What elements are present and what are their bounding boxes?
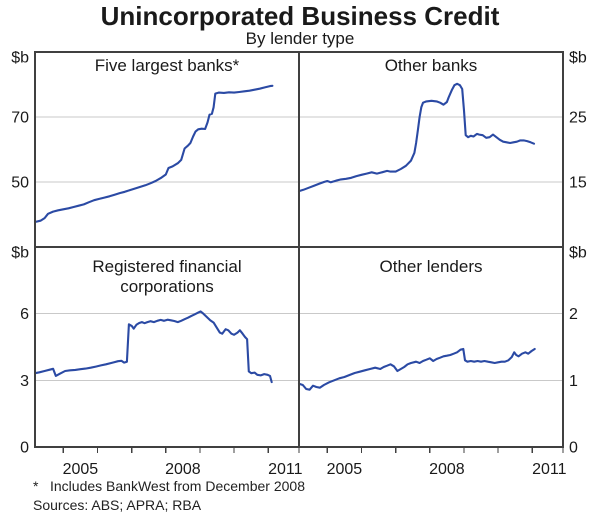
registered-financial-corporations-year-label-2008: 2008 — [165, 461, 201, 478]
other-banks-axis-label-15: 15 — [569, 175, 587, 192]
registered-financial-corporations-year-label-2005: 2005 — [63, 461, 99, 478]
five-largest-banks-axis-label-50: 50 — [11, 175, 29, 192]
registered-financial-corporations-series-line — [33, 310, 273, 384]
footnote: * Includes BankWest from December 2008 — [33, 478, 305, 494]
other-lenders-axis-label-2: 2 — [569, 306, 578, 323]
registered-financial-corporations-axis-label-sb: $b — [11, 245, 29, 262]
registered-financial-corporations-year-label-2011: 2011 — [268, 461, 303, 478]
other-banks-axis-label-25: 25 — [569, 110, 587, 127]
other-banks-series-line — [297, 82, 536, 193]
footnote-text: Includes BankWest from December 2008 — [50, 478, 305, 494]
five-largest-banks-title: Five largest banks* — [95, 56, 240, 75]
five-largest-banks-axis-label-70: 70 — [11, 110, 29, 127]
chart-title: Unincorporated Business Credit — [100, 1, 500, 31]
other-banks-axis-label-sb: $b — [569, 50, 587, 67]
five-largest-banks-axis-label-sb: $b — [11, 50, 29, 67]
other-lenders-axis-label-sb: $b — [569, 245, 587, 262]
other-lenders-year-label-2005: 2005 — [327, 461, 363, 478]
footnote-marker: * — [33, 478, 39, 494]
sources-line: Sources: ABS; APRA; RBA — [33, 497, 202, 513]
five-largest-banks-series-line — [33, 84, 274, 224]
chart-subtitle: By lender type — [245, 29, 355, 48]
other-lenders-year-label-2008: 2008 — [429, 461, 465, 478]
other-lenders-year-label-2011: 2011 — [532, 461, 567, 478]
registered-financial-corporations-axis-label-3: 3 — [20, 373, 29, 390]
registered-financial-corporations-title: Registered financial — [92, 257, 241, 276]
other-lenders-axis-label-1: 1 — [569, 373, 578, 390]
registered-financial-corporations-title: corporations — [120, 277, 214, 296]
other-lenders-series-line — [297, 347, 536, 391]
other-lenders-title: Other lenders — [380, 257, 483, 276]
other-banks-title: Other banks — [385, 56, 478, 75]
registered-financial-corporations-axis-label-0: 0 — [20, 440, 29, 457]
other-lenders-axis-label-0: 0 — [569, 440, 578, 457]
registered-financial-corporations-axis-label-6: 6 — [20, 306, 29, 323]
